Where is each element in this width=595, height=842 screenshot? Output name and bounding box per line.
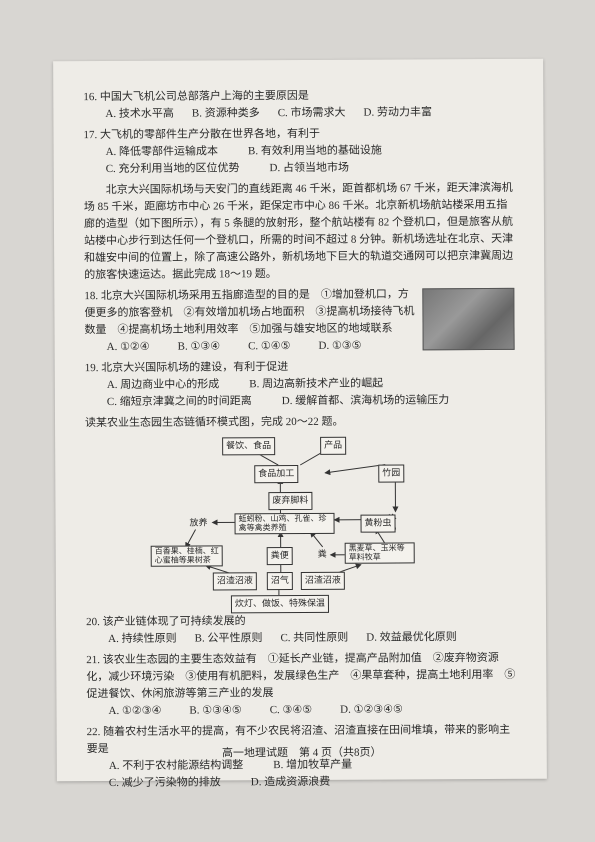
q20-opt-a: A. 持续性原则	[108, 631, 177, 648]
diagram-node: 黑麦草、玉米等草料牧草	[345, 542, 415, 564]
q16-opt-a: A. 技术水平高	[105, 106, 174, 123]
diagram-node: 蚯蚓粉、山鸡、孔雀、珍禽等禽类养殖	[234, 513, 334, 535]
page-footer: 高一地理试题 第 4 页（共8页）	[57, 744, 547, 764]
q18-opt-b: B. ①③④	[178, 338, 221, 355]
question-19: 19. 北京大兴国际机场的建设，有利于促进 A. 周边商业中心的形成 B. 周边…	[85, 358, 515, 411]
q18-opt-d: D. ①③⑤	[318, 337, 361, 354]
q21-opt-b: B. ①③④⑤	[189, 702, 241, 719]
q20-opt-d: D. 效益最优化原则	[366, 629, 457, 647]
airport-photo	[422, 287, 514, 349]
q21-opt-d: D. ①②③④⑤	[340, 702, 403, 719]
q17-opt-d: D. 占领当地市场	[269, 160, 349, 177]
q22-opt-d: D. 造成资源浪费	[251, 774, 331, 791]
diagram-node: 废弃脚料	[268, 492, 312, 510]
question-21: 21. 该农业生态园的主要生态效益有 ①延长产业链，提高产品附加值 ②废弃物资源…	[86, 650, 516, 720]
q20-opt-c: C. 共同性原则	[280, 630, 348, 647]
q16-opt-d: D. 劳动力丰富	[363, 104, 432, 121]
q16-opt-b: B. 资源种类多	[192, 105, 260, 122]
q20-opt-b: B. 公平性原则	[195, 630, 263, 647]
diagram-node: 餐饮、食品	[222, 437, 275, 455]
diagram-node: 黄粉虫	[360, 514, 395, 532]
q19-opt-a: A. 周边商业中心的形成	[107, 376, 220, 394]
q17-opt-c: C. 充分利用当地的区位优势	[106, 161, 240, 179]
diagram-node: 放养	[186, 515, 210, 531]
diagram-node: 百香果、桂楠、红心蜜柚等果树茶	[151, 545, 223, 567]
q16-opt-c: C. 市场需求大	[278, 105, 346, 122]
question-20: 20. 该产业链体现了可持续发展的 A. 持续性原则 B. 公平性原则 C. 共…	[86, 612, 516, 648]
ecology-diagram: 餐饮、食品 产品 食品加工 竹园 废弃脚料 养 蚯蚓粉、山鸡、孔雀、珍禽等禽类养…	[150, 436, 451, 608]
diagram-node: 竹园	[378, 464, 404, 482]
passage-airport: 北京大兴国际机场与天安门的直线距离 46 千米，距首都机场 67 千米，距天津滨…	[84, 180, 515, 285]
q21-opt-c: C. ③④⑤	[270, 702, 313, 719]
exam-page: 16. 中国大飞机公司总部落户上海的主要原因是 A. 技术水平高 B. 资源种类…	[53, 59, 547, 782]
passage-ecology: 读某农业生态园生态链循环模式图，完成 20～22 题。	[85, 413, 515, 432]
diagram-node: 沼渣沼液	[301, 572, 345, 590]
q19-opt-c: C. 缩短京津冀之间的时间距离	[107, 393, 252, 411]
question-16: 16. 中国大飞机公司总部落户上海的主要原因是 A. 技术水平高 B. 资源种类…	[83, 87, 513, 123]
q18-opt-c: C. ①④⑤	[248, 338, 291, 355]
q17-opt-b: B. 有效利用当地的基础设施	[248, 143, 382, 161]
diagram-node: 沼渣沼液	[213, 572, 257, 590]
q17-opt-a: A. 降低零部件运输成本	[106, 144, 219, 162]
diagram-node: 产品	[320, 437, 346, 455]
q19-opt-d: D. 缓解首都、滨海机场的运输压力	[282, 392, 450, 410]
diagram-node: 粪便	[267, 547, 293, 565]
diagram-node: 炊灯、做饭、特殊保温	[231, 595, 329, 613]
q21-opt-a: A. ①②③④	[108, 703, 161, 720]
question-17: 17. 大飞机的零部件生产分散在世界各地，有利于 A. 降低零部件运输成本 B.…	[83, 125, 513, 178]
diagram-node: 粪	[315, 547, 330, 563]
q19-opt-b: B. 周边高新技术产业的崛起	[249, 375, 383, 393]
q22-opt-c: C. 减少了污染物的排放	[109, 775, 221, 793]
q18-opt-a: A. ①②④	[107, 338, 150, 355]
diagram-node: 沼气	[267, 572, 293, 590]
q21-stem: 21. 该农业生态园的主要生态效益有 ①延长产业链，提高产品附加值 ②废弃物资源…	[86, 650, 516, 703]
diagram-node: 食品加工	[254, 465, 298, 483]
